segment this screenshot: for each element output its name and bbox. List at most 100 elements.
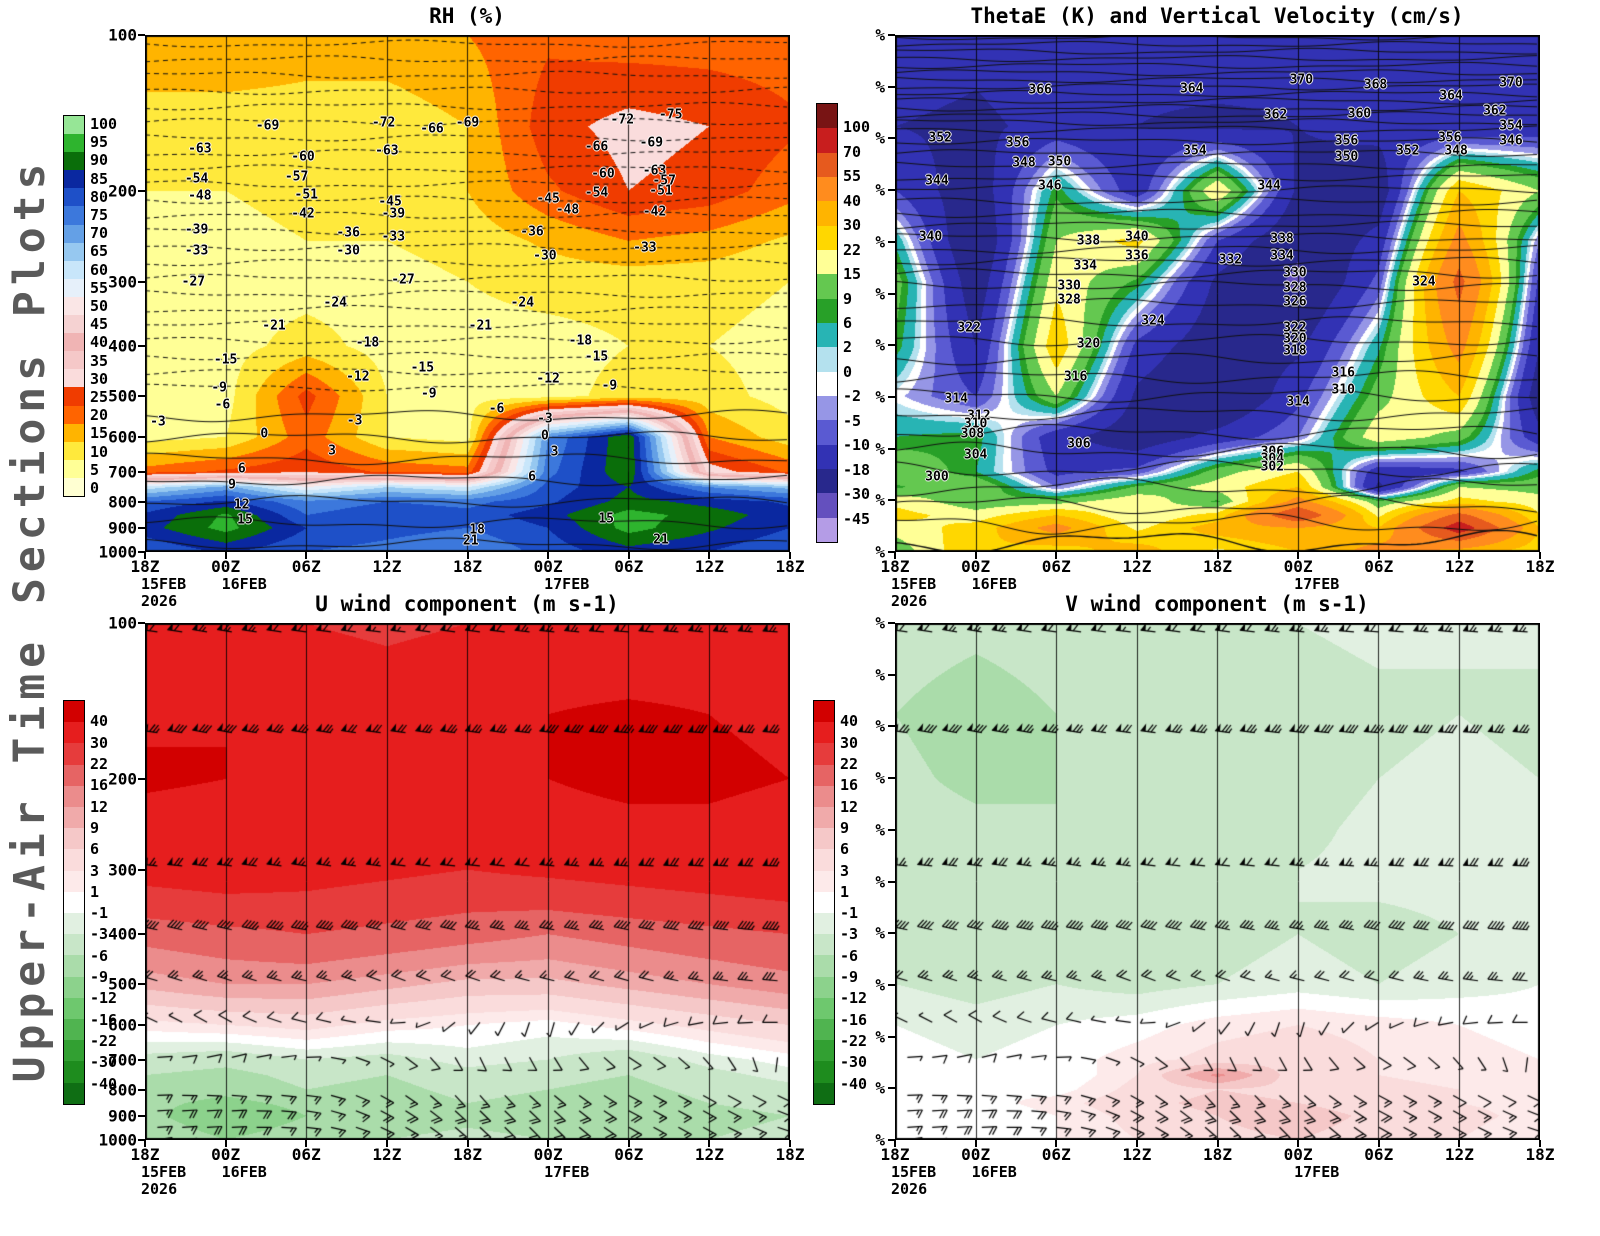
x-tick-mark: [305, 1140, 308, 1147]
contour-label: -39: [381, 206, 406, 222]
contour-label: -3: [537, 411, 553, 427]
colorbar-cell: [814, 1082, 834, 1104]
colorbar-label: 60: [90, 260, 109, 279]
y-tick-mark: [138, 551, 145, 553]
percent-tick-label: %: [875, 923, 885, 943]
contour-label: 338: [1076, 233, 1101, 249]
x-tick-mark: [385, 552, 388, 559]
contour-label: 21: [462, 533, 479, 549]
colorbar-cell: [64, 333, 84, 352]
time-tick-label: 00Z: [211, 1145, 241, 1164]
contour-label: -69: [455, 115, 480, 131]
colorbar: [63, 700, 85, 1105]
contour-label: 360: [1347, 106, 1372, 122]
colorbar-cell: [814, 701, 834, 723]
x-tick-mark: [224, 1140, 227, 1147]
colorbar-cell: [64, 1019, 84, 1041]
time-tick-label: 12Z: [694, 1145, 724, 1164]
x-tick-mark: [1055, 1140, 1058, 1147]
contour-label: 314: [1286, 394, 1310, 410]
pressure-tick-label: 600: [108, 427, 137, 447]
pressure-tick-label: 800: [108, 1080, 137, 1100]
contour-label: -24: [510, 295, 535, 311]
x-tick-mark: [894, 552, 896, 559]
contour-label: 338: [1270, 231, 1294, 247]
contour-label: 344: [1257, 178, 1281, 194]
colorbar-cell: [64, 913, 84, 935]
contour-label: 21: [653, 532, 669, 548]
figure-side-title: Upper-Air Time Sections Plots: [5, 157, 55, 1083]
colorbar-label: 1: [90, 882, 100, 901]
colorbar-cell: [64, 206, 84, 225]
time-tick-label: 00Z: [1283, 1145, 1313, 1164]
x-tick-mark: [708, 1140, 711, 1147]
colorbar-cell: [64, 423, 84, 442]
x-tick-mark: [627, 552, 630, 559]
colorbar-cell: [64, 224, 84, 243]
colorbar-cell: [64, 807, 84, 829]
colorbar-label: -3: [840, 925, 859, 944]
contour-label: -54: [584, 185, 609, 201]
time-tick-label: 06Z: [1041, 1145, 1071, 1164]
colorbar-label: 50: [90, 297, 109, 315]
contour-label: 330: [1057, 278, 1081, 294]
panel-title-thetae: ThetaE (K) and Vertical Velocity (cm/s): [970, 4, 1464, 28]
vwind-field-canvas: [895, 623, 1540, 1140]
contour-label: 302: [1260, 459, 1285, 475]
contour-label: -66: [420, 121, 444, 137]
x-tick-mark: [1216, 552, 1219, 559]
contour-label: -15: [213, 352, 238, 368]
time-tick-label: 00Z: [961, 1145, 991, 1164]
contour-label: 356: [1334, 133, 1359, 149]
x-tick-mark: [1458, 1140, 1461, 1147]
pressure-tick-label: 400: [108, 336, 137, 356]
contour-label: 3: [550, 444, 559, 460]
colorbar-cell: [817, 128, 837, 153]
time-tick-label: 12Z: [1444, 1145, 1474, 1164]
thetae-plot-area: 366 364 370 368 364 370 362 360 362 354 352 356 348 3…: [895, 35, 1540, 552]
contour-label: 346: [1038, 178, 1062, 194]
y-tick-mark: [138, 189, 145, 192]
colorbar-label: 30: [90, 733, 109, 752]
colorbar-cell: [817, 493, 837, 518]
pressure-tick-label: 400: [108, 924, 137, 944]
percent-tick-label: %: [875, 1130, 885, 1150]
colorbar-cell: [64, 870, 84, 892]
date-label: 15FEB 2026: [891, 575, 937, 610]
contour-label: 368: [1363, 77, 1388, 93]
colorbar-cell: [814, 870, 834, 892]
colorbar-label: 0: [843, 362, 853, 381]
y-tick-mark: [138, 1024, 145, 1027]
y-tick-mark: [138, 34, 145, 36]
contour-label: 334: [1270, 248, 1294, 264]
x-tick-mark: [1539, 1140, 1541, 1147]
contour-label: 320: [1283, 331, 1307, 347]
colorbar-label: 95: [90, 133, 109, 152]
contour-label: -63: [642, 163, 667, 179]
colorbar-label: 12: [840, 797, 859, 816]
colorbar-cell: [814, 743, 834, 765]
colorbar-cell: [814, 828, 834, 850]
percent-tick-label: %: [875, 768, 885, 788]
time-tick-label: 18Z: [130, 557, 160, 576]
colorbar-cell: [817, 104, 837, 129]
time-tick-label: 18Z: [775, 1145, 805, 1164]
colorbar-label: -3: [90, 925, 109, 944]
contour-label: 0: [540, 428, 549, 444]
contour-label: -57: [652, 173, 676, 189]
contour-label: -48: [555, 202, 580, 218]
panel-title-uwind: U wind component (m s-1): [315, 592, 619, 616]
y-tick-mark: [888, 137, 895, 140]
colorbar-cell: [64, 764, 84, 786]
pressure-tick-label: 1000: [98, 542, 137, 562]
percent-tick-label: %: [875, 180, 885, 200]
colorbar-cell: [817, 298, 837, 323]
colorbar-label: -12: [90, 989, 118, 1008]
contour-label: 318: [1283, 343, 1307, 359]
colorbar-cell: [64, 170, 84, 189]
contour-label: 352: [1396, 143, 1420, 159]
colorbar-cell: [64, 260, 84, 279]
colorbar-label: 3: [90, 861, 100, 880]
colorbar-cell: [817, 176, 837, 202]
colorbar-cell: [64, 477, 84, 496]
